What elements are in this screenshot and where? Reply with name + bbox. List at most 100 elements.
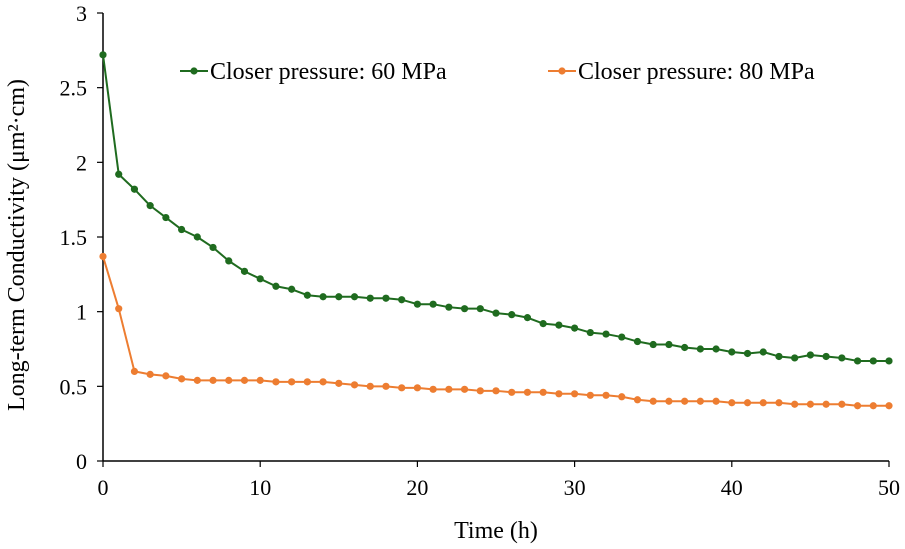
data-point: [225, 257, 233, 265]
data-point: [460, 385, 469, 393]
legend: Closer pressure: 60 MPa Closer pressure: …: [180, 59, 815, 85]
data-point: [633, 396, 642, 404]
y-tick-label: 2: [76, 150, 87, 175]
data-point: [508, 388, 516, 396]
data-point: [272, 282, 280, 290]
y-tick-label: 0.5: [60, 374, 88, 399]
data-point: [115, 170, 123, 178]
data-point: [539, 320, 547, 328]
data-point: [146, 202, 154, 210]
data-point: [665, 397, 673, 405]
data-point: [193, 376, 201, 384]
data-point: [853, 402, 862, 410]
data-point: [319, 293, 327, 301]
data-point: [743, 399, 752, 407]
data-point: [256, 376, 264, 384]
data-point: [838, 400, 846, 408]
data-point: [130, 185, 139, 193]
data-point: [665, 340, 673, 349]
data-point: [398, 384, 406, 392]
data-point: [571, 390, 579, 398]
data-point: [366, 294, 374, 302]
legend-swatch-marker: [558, 67, 566, 75]
data-point: [759, 348, 767, 356]
x-tick-label: 30: [564, 475, 586, 500]
data-point: [618, 333, 626, 341]
data-point: [115, 305, 123, 313]
data-point: [382, 382, 390, 390]
data-point: [162, 213, 170, 222]
y-tick-label: 1: [76, 300, 87, 325]
data-point: [178, 225, 186, 234]
data-point: [429, 300, 437, 308]
data-point: [869, 357, 877, 365]
data-point: [460, 305, 469, 313]
y-tick-label: 3: [76, 1, 87, 26]
data-point: [178, 375, 186, 383]
data-point: [822, 400, 830, 408]
data-point: [885, 357, 893, 365]
data-point: [413, 384, 421, 392]
y-axis-title: Long-term Conductivity (μm²·cm): [4, 79, 30, 411]
legend-swatch-marker: [190, 67, 198, 75]
ticks: 00.511.522.530 10 20 30 40 50: [60, 1, 901, 500]
data-point: [445, 303, 453, 311]
data-point: [492, 309, 500, 317]
data-point: [586, 328, 594, 337]
data-point: [445, 385, 453, 393]
data-point: [335, 293, 343, 301]
data-point: [523, 388, 532, 396]
data-point: [602, 330, 610, 338]
y-tick-label: 2.5: [60, 76, 88, 101]
legend-label: Closer pressure: 60 MPa: [210, 59, 447, 85]
data-point: [728, 399, 736, 407]
data-point: [366, 382, 374, 390]
x-axis-title: Time (h): [454, 518, 538, 544]
y-tick-label: 1.5: [60, 225, 88, 250]
data-point: [806, 351, 815, 359]
data-point: [696, 397, 704, 405]
data-point: [240, 376, 249, 384]
data-point: [523, 314, 532, 322]
data-point: [775, 352, 783, 361]
data-point: [649, 397, 657, 405]
data-point: [99, 252, 107, 261]
data-point: [209, 243, 217, 252]
data-point: [838, 354, 846, 362]
data-point: [806, 400, 815, 408]
x-tick-label: 50: [878, 475, 900, 500]
data-point: [775, 399, 783, 407]
data-point: [633, 337, 642, 346]
data-point: [240, 267, 249, 275]
data-point: [508, 311, 516, 319]
data-point: [193, 233, 201, 241]
x-tick-label: 10: [249, 475, 271, 500]
data-point: [209, 376, 217, 384]
data-point: [618, 393, 626, 401]
legend-entry: Closer pressure: 60 MPa: [180, 59, 447, 85]
data-point: [885, 402, 893, 410]
data-point: [759, 399, 767, 407]
data-point: [413, 300, 421, 308]
data-point: [602, 391, 610, 399]
data-point: [225, 376, 233, 384]
y-tick-label: 0: [76, 449, 87, 474]
data-point: [681, 343, 689, 352]
legend-label: Closer pressure: 80 MPa: [578, 59, 815, 85]
data-point: [696, 345, 704, 353]
data-point: [571, 324, 579, 332]
data-point: [822, 352, 830, 361]
data-point: [303, 378, 311, 386]
series-60mpa: [99, 51, 893, 365]
data-point: [288, 285, 296, 293]
data-point: [555, 321, 563, 329]
data-point: [303, 291, 311, 299]
data-point: [429, 385, 437, 393]
data-point: [728, 348, 736, 356]
data-point: [586, 391, 594, 399]
data-point: [272, 378, 280, 386]
x-tick-label: 20: [406, 475, 428, 500]
data-point: [869, 402, 877, 410]
data-point: [382, 294, 390, 302]
